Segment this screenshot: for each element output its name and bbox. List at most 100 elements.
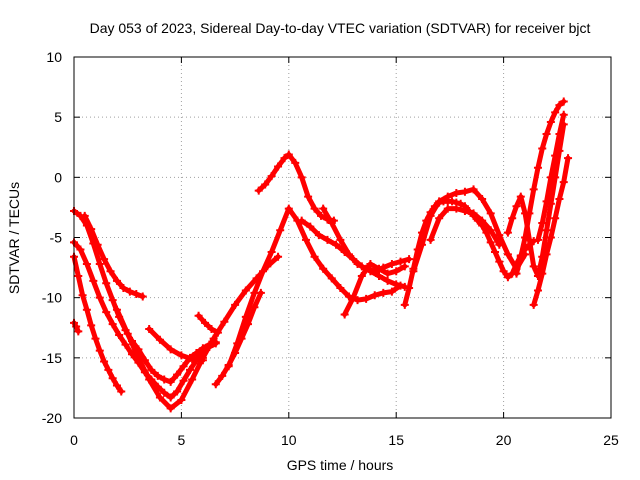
data-point <box>125 287 134 296</box>
data-point <box>512 202 521 211</box>
data-point <box>310 252 319 261</box>
data-point <box>198 356 207 365</box>
data-point <box>243 320 252 329</box>
data-point <box>491 247 500 256</box>
data-point <box>306 222 315 231</box>
data-point <box>405 255 414 264</box>
data-point <box>112 276 121 285</box>
series-track-19 <box>512 97 568 278</box>
data-point <box>267 172 276 181</box>
data-point <box>559 178 568 187</box>
data-point <box>104 365 113 374</box>
data-point <box>417 240 426 249</box>
x-axis-label: GPS time / hours <box>287 457 394 473</box>
data-point <box>495 240 504 249</box>
data-point <box>209 334 218 343</box>
x-tick-label: 5 <box>178 432 186 448</box>
data-point <box>529 300 538 309</box>
data-point <box>478 194 487 203</box>
data-point <box>76 245 85 254</box>
data-point <box>123 329 132 338</box>
data-point <box>231 349 240 358</box>
x-tick-label: 10 <box>281 432 297 448</box>
data-point <box>327 219 336 228</box>
data-point <box>542 130 551 139</box>
data-point <box>155 393 164 402</box>
data-point <box>555 101 564 110</box>
data-point <box>160 375 169 384</box>
data-point <box>551 214 560 223</box>
data-point <box>207 324 216 333</box>
data-point <box>95 346 104 355</box>
ticks: 0 5 10 15 20 25 -20 -15 -10 -5 0 5 10 <box>42 49 619 448</box>
data-point <box>91 334 100 343</box>
data-point <box>224 361 233 370</box>
data-point <box>503 273 512 282</box>
data-point <box>323 235 332 244</box>
data-point <box>448 197 457 206</box>
data-point <box>508 214 517 223</box>
data-point <box>112 381 121 390</box>
data-point <box>108 296 117 305</box>
data-point <box>100 255 109 264</box>
y-tick-label: 0 <box>54 169 62 185</box>
data-point <box>314 231 323 240</box>
data-point <box>179 362 188 371</box>
data-point <box>516 252 525 261</box>
data-point <box>379 263 388 272</box>
data-point <box>319 204 328 213</box>
data-point <box>250 303 259 312</box>
data-point <box>231 300 240 309</box>
data-point <box>529 185 538 194</box>
data-point <box>74 272 83 281</box>
x-tick-label: 20 <box>496 432 512 448</box>
data-point <box>72 322 81 331</box>
series-track-5 <box>80 211 147 301</box>
data-point <box>542 250 551 259</box>
data-point <box>121 340 130 349</box>
data-point <box>443 204 452 213</box>
data-point <box>392 267 401 276</box>
data-point <box>546 117 555 126</box>
series-track-14 <box>319 204 414 276</box>
data-point <box>529 262 538 271</box>
data-point <box>460 207 469 216</box>
data-point <box>366 259 375 268</box>
data-point <box>375 272 384 281</box>
data-point <box>452 204 461 213</box>
series-track-7 <box>145 324 207 365</box>
data-point <box>542 197 551 206</box>
series-track-8 <box>194 311 222 337</box>
data-point <box>559 97 568 106</box>
data-point <box>297 216 306 225</box>
x-tick-label: 25 <box>603 432 619 448</box>
data-point <box>173 387 182 396</box>
data-point <box>274 162 283 171</box>
data-point <box>533 235 542 244</box>
data-point <box>533 286 542 295</box>
data-point <box>218 371 227 380</box>
x-tick-label: 15 <box>388 432 404 448</box>
data-point <box>256 288 265 297</box>
data-point <box>379 288 388 297</box>
data-point <box>254 186 263 195</box>
data-point <box>353 296 362 305</box>
data-point <box>301 235 310 244</box>
data-point <box>551 151 560 160</box>
data-point <box>503 228 512 237</box>
data-point <box>201 318 210 327</box>
data-point <box>185 365 194 374</box>
data-point <box>396 257 405 266</box>
data-point <box>435 214 444 223</box>
data-point <box>362 264 371 273</box>
data-point <box>486 209 495 218</box>
data-point <box>362 294 371 303</box>
data-point <box>74 327 83 336</box>
data-point <box>179 376 188 385</box>
data-point <box>132 290 141 299</box>
data-point <box>274 252 283 261</box>
series-band <box>82 213 146 299</box>
data-point <box>469 209 478 218</box>
data-point <box>102 308 111 317</box>
data-point <box>145 324 154 333</box>
